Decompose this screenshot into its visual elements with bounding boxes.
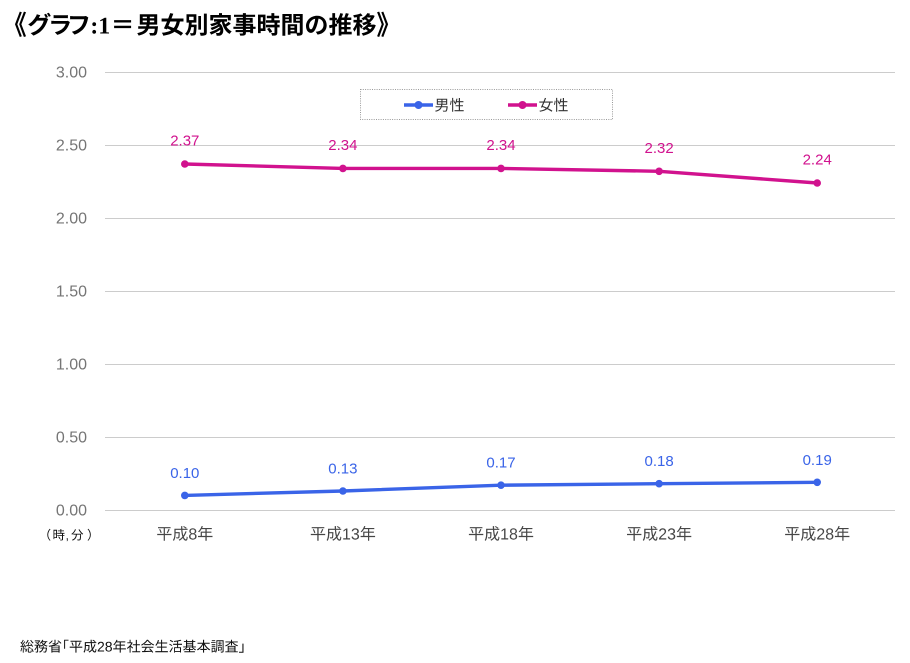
svg-text:2.34: 2.34 bbox=[486, 137, 515, 154]
svg-text:2.50: 2.50 bbox=[56, 138, 87, 155]
svg-text:2.24: 2.24 bbox=[803, 152, 832, 169]
svg-text:1.50: 1.50 bbox=[56, 284, 87, 301]
svg-text:0.50: 0.50 bbox=[56, 430, 87, 447]
svg-text:2.37: 2.37 bbox=[170, 133, 199, 150]
svg-text:0.19: 0.19 bbox=[803, 452, 832, 469]
svg-text:0.17: 0.17 bbox=[486, 455, 515, 472]
svg-text:3.00: 3.00 bbox=[56, 65, 87, 82]
svg-text:0.18: 0.18 bbox=[644, 453, 673, 470]
svg-text:0.00: 0.00 bbox=[56, 503, 87, 520]
svg-text:1.00: 1.00 bbox=[56, 357, 87, 374]
svg-text:2.00: 2.00 bbox=[56, 211, 87, 228]
svg-text:0.13: 0.13 bbox=[328, 461, 357, 478]
svg-text:2.32: 2.32 bbox=[644, 140, 673, 157]
svg-text:0.10: 0.10 bbox=[170, 465, 199, 482]
svg-text:2.34: 2.34 bbox=[328, 137, 357, 154]
